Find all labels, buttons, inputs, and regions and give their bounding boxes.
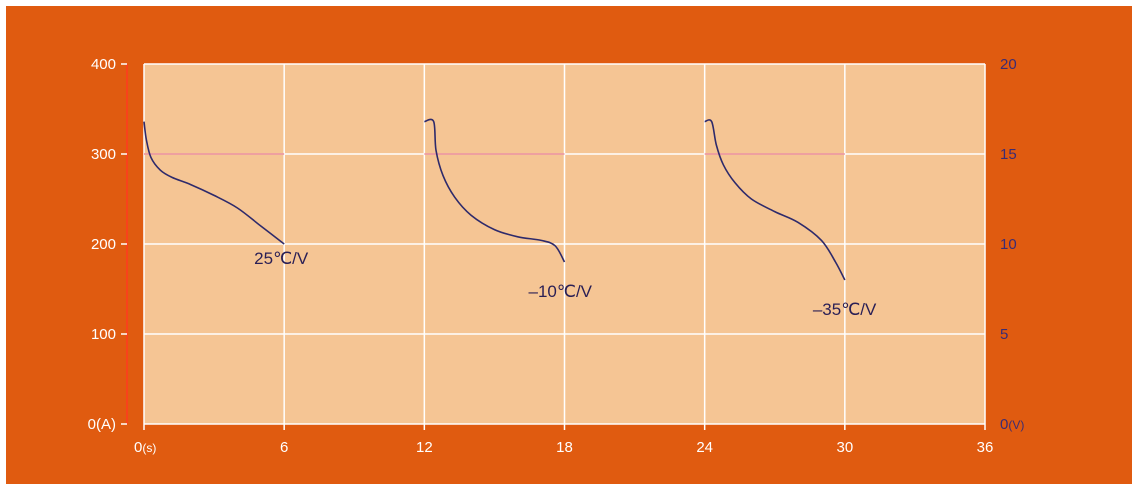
x-tick-label: 18 [556, 439, 573, 456]
voltage-curve [424, 118, 566, 263]
y-left-tick-label: 0(A) [88, 416, 116, 433]
y-right-tick-label: 0(V) [1000, 416, 1024, 433]
x-tick-label: 30 [836, 439, 853, 456]
y-right-tick-label: 10 [1000, 236, 1017, 253]
voltage-curve-label: –35℃/V [813, 300, 877, 319]
plot-layer: 25℃/V –10℃/V –35℃/V 0(s) 6 12 18 24 30 36 0(A) 100 2… [88, 56, 1025, 456]
x-tick-label: 24 [696, 439, 713, 456]
x-tick-label: 6 [280, 439, 288, 456]
x-tick-label: 36 [977, 439, 994, 456]
x-tick-label: 0(s) [134, 439, 156, 456]
voltage-curve-label: –10℃/V [529, 282, 593, 301]
voltage-curve [704, 119, 846, 281]
y-left-tick-label: 100 [91, 326, 116, 343]
y-right-tick-label: 15 [1000, 146, 1017, 163]
y-right-tick-label: 5 [1000, 326, 1008, 343]
y-left-tick-label: 400 [91, 56, 116, 73]
x-tick-label: 12 [416, 439, 433, 456]
y-right-tick-label: 20 [1000, 56, 1017, 73]
voltage-curve-label: 25℃/V [254, 249, 309, 268]
y-left-tick-label: 300 [91, 146, 116, 163]
voltage-curve [143, 121, 285, 245]
y-left-tick-label: 200 [91, 236, 116, 253]
